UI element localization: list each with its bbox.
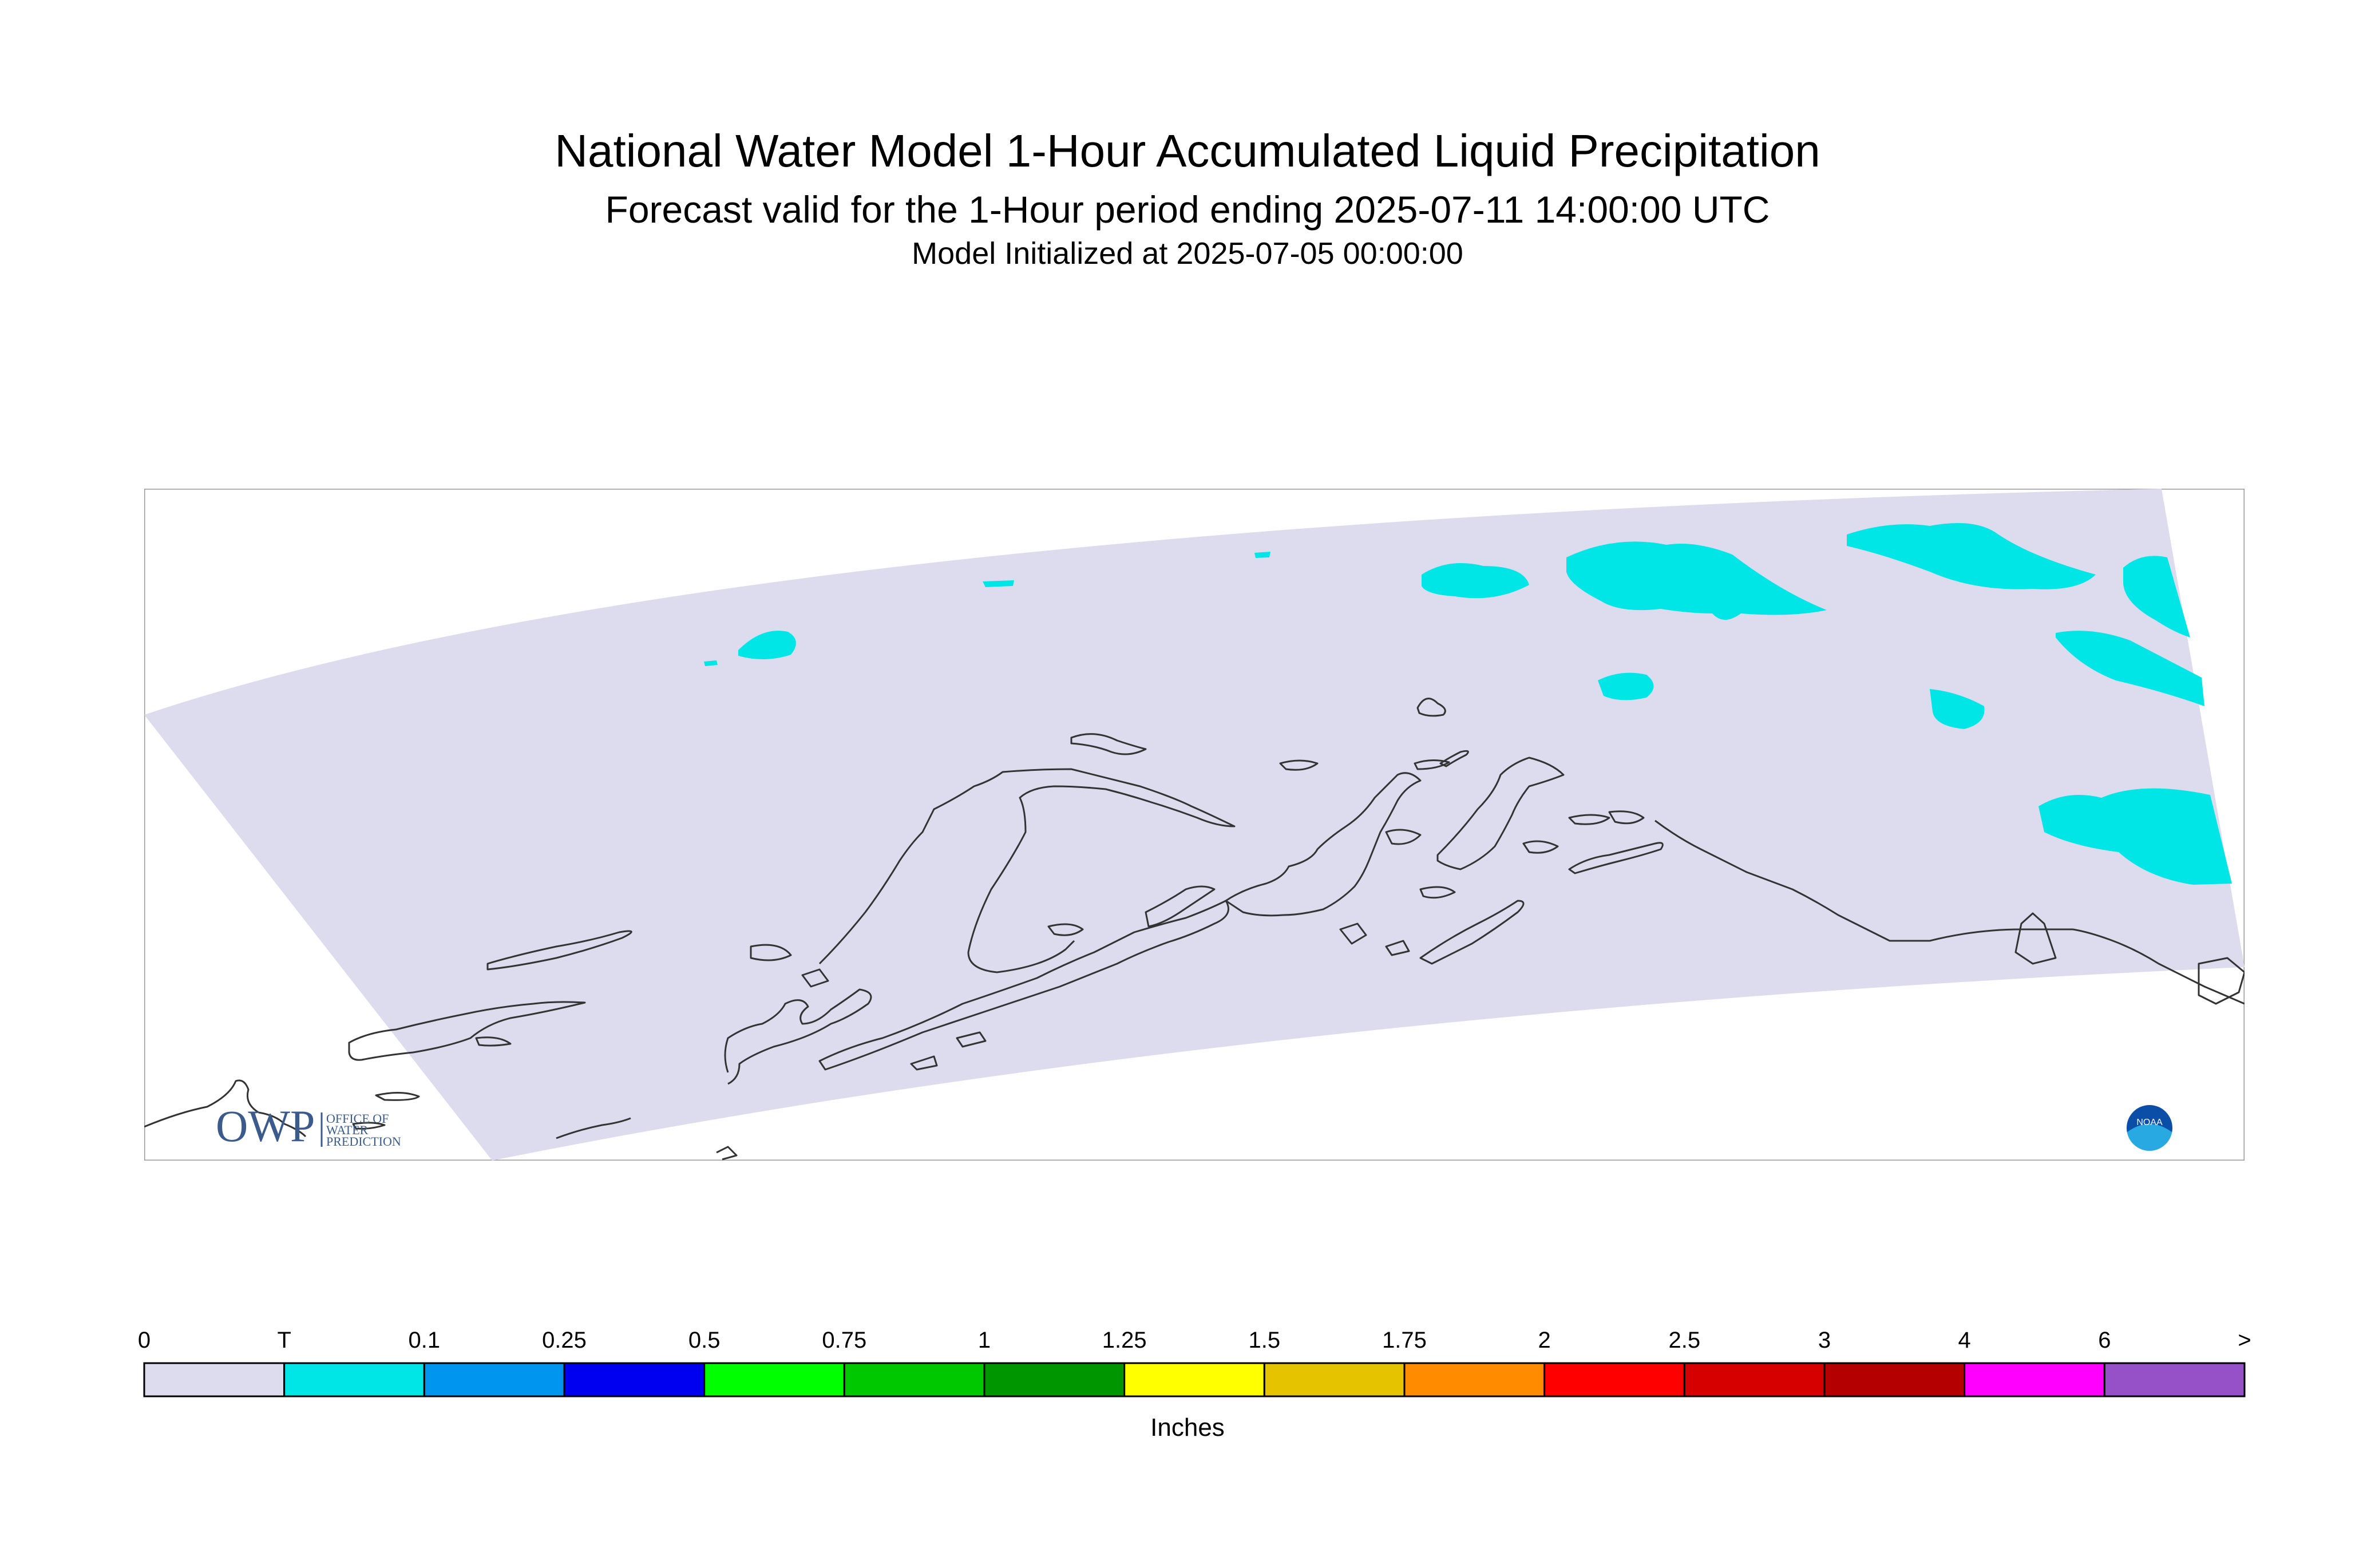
precip-area: [1930, 689, 1985, 729]
coastline: [352, 1122, 386, 1130]
model-domain: [144, 489, 2245, 1161]
color-legend: 0 T 0.1 0.25 0.5 0.75 1 1.25 1.5 1.75 2 2.5 3 4 6 >: [138, 1328, 2251, 1397]
precip-area: [1847, 523, 2096, 589]
precip-area: [1254, 552, 1270, 558]
legend-swatch: [843, 1362, 985, 1397]
precip-area: [704, 660, 718, 666]
precip-area: [983, 580, 1014, 587]
legend-tick-label: 6: [2098, 1328, 2111, 1353]
legend-swatch: [1123, 1362, 1265, 1397]
coastline: [1416, 698, 1446, 717]
noaa-logo-wave: [2127, 1124, 2172, 1151]
legend-swatch: [1543, 1362, 1685, 1397]
precip-area: [1598, 672, 1654, 700]
coastline: [1047, 923, 1084, 936]
legend-tick-label: 2.5: [1669, 1328, 1701, 1353]
coastline: [724, 988, 872, 1085]
legend-swatch: [983, 1362, 1126, 1397]
legend-swatch: [1823, 1362, 1966, 1397]
coastline: [801, 968, 829, 988]
owp-logo-line2: WATER: [326, 1123, 369, 1137]
map-title: National Water Model 1-Hour Accumulated …: [555, 125, 1820, 176]
legend-swatch: [283, 1362, 425, 1397]
coastlines: [144, 698, 2245, 1161]
legend-tick-label: 2: [1538, 1328, 1551, 1353]
legend-swatch: [423, 1362, 565, 1397]
owp-logo: OWP OFFICE OF WATER PREDICTION: [216, 1101, 401, 1151]
coastline: [750, 944, 792, 961]
precip-areas: [704, 523, 2232, 885]
coastline: [1385, 940, 1410, 956]
legend-swatch: [2103, 1362, 2246, 1397]
owp-logo-line1: OFFICE OF: [326, 1111, 389, 1126]
coastline: [818, 768, 1236, 973]
precip-area: [738, 631, 796, 660]
legend-swatches: [143, 1362, 2246, 1397]
legend-swatch: [1403, 1362, 1546, 1397]
coastline: [1070, 733, 1147, 755]
coastline: [716, 1146, 738, 1161]
precip-area: [1566, 541, 1827, 620]
coastline: [475, 1036, 512, 1047]
coastline: [1339, 922, 1367, 945]
coastline: [1654, 819, 2245, 1005]
precip-area: [2056, 631, 2204, 706]
precip-area: [1422, 563, 1529, 599]
precip-area: [2123, 556, 2190, 638]
legend-tick-label: 0.75: [822, 1328, 866, 1353]
coastline: [1419, 900, 1525, 965]
legend-tick-label: 3: [1818, 1328, 1831, 1353]
legend-tick-label: 0.25: [542, 1328, 587, 1353]
coastline: [1279, 759, 1319, 771]
coastline: [1439, 750, 1469, 767]
owp-logo-line3: PREDICTION: [326, 1134, 401, 1149]
noaa-logo-mark: NOAA: [2136, 1118, 2163, 1127]
legend-tick-label: 4: [1958, 1328, 1971, 1353]
coastline: [144, 1079, 307, 1138]
noaa-logo: NOAA: [2124, 1103, 2175, 1153]
coastline: [818, 900, 1229, 1071]
precipitation-map: OWP OFFICE OF WATER PREDICTION NOAA: [144, 489, 2245, 1161]
legend-swatch: [563, 1362, 706, 1397]
legend-tick-label: 0: [138, 1328, 151, 1353]
coastline: [348, 1001, 586, 1061]
coastline: [1568, 814, 1610, 825]
coastline: [2198, 957, 2245, 1005]
coastline: [1436, 757, 1565, 870]
legend-swatch: [1964, 1362, 2105, 1397]
legend-tick-label: 1.5: [1249, 1328, 1281, 1353]
coastline: [956, 1031, 987, 1048]
owp-logo-mark: OWP: [216, 1101, 315, 1151]
coastline: [1385, 829, 1422, 845]
coastline: [556, 1117, 631, 1139]
coastline: [910, 1055, 938, 1071]
coastline: [486, 930, 632, 971]
legend-tick-label: 1.75: [1382, 1328, 1427, 1353]
legend-tick-label: >: [2238, 1328, 2251, 1353]
coastline: [375, 1091, 420, 1101]
coastline: [1608, 810, 1645, 825]
coastline: [1225, 772, 1422, 917]
legend-units-label: Inches: [1150, 1413, 1225, 1442]
coastline: [1414, 759, 1450, 770]
coastline: [1522, 840, 1559, 854]
coastline: [1419, 886, 1456, 899]
legend-swatch: [703, 1362, 845, 1397]
precip-area: [2038, 788, 2232, 885]
legend-tick-label: 0.5: [688, 1328, 721, 1353]
map-subtitle: Forecast valid for the 1-Hour period end…: [605, 188, 1770, 231]
legend-tick-label: 1: [978, 1328, 991, 1353]
legend-tick-label: 1.25: [1102, 1328, 1147, 1353]
coastline: [1568, 842, 1664, 874]
legend-tick-label: 0.1: [409, 1328, 441, 1353]
legend-swatch: [143, 1362, 286, 1397]
noaa-logo-ring: [2124, 1103, 2175, 1153]
coastline: [2014, 912, 2057, 965]
coastline: [1145, 885, 1216, 928]
legend-labels: 0 T 0.1 0.25 0.5 0.75 1 1.25 1.5 1.75 2 2.5 3 4 6 >: [138, 1328, 2251, 1353]
legend-swatch: [1263, 1362, 1406, 1397]
legend-tick-label: T: [277, 1328, 291, 1353]
legend-swatch: [1683, 1362, 1826, 1397]
model-init-label: Model Initialized at 2025-07-05 00:00:00: [912, 236, 1463, 271]
